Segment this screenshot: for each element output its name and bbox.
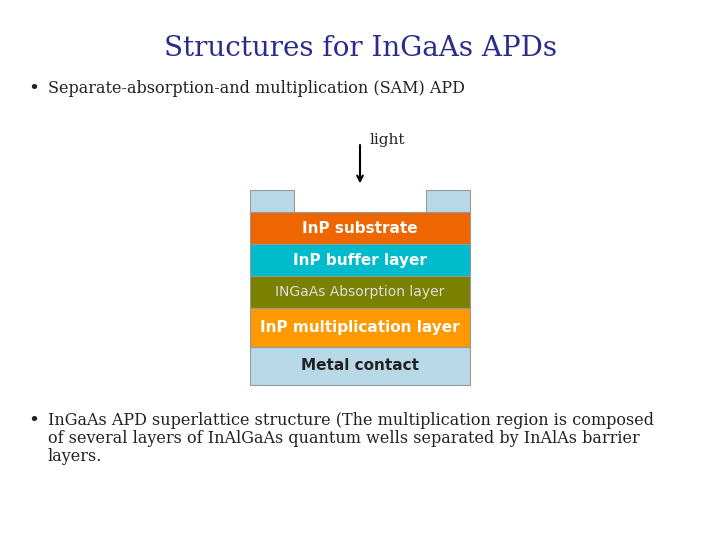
Text: light: light — [370, 133, 405, 147]
Text: Separate-absorption-and multiplication (SAM) APD: Separate-absorption-and multiplication (… — [48, 80, 465, 97]
Text: Metal contact: Metal contact — [301, 359, 419, 373]
Bar — [250, 212, 470, 244]
Text: INGaAs Absorption layer: INGaAs Absorption layer — [275, 285, 445, 299]
Bar — [250, 347, 470, 385]
Bar — [426, 190, 470, 212]
Text: •: • — [28, 80, 39, 98]
Bar — [250, 190, 294, 212]
Bar — [250, 276, 470, 308]
Bar — [250, 308, 470, 347]
Text: InP buffer layer: InP buffer layer — [293, 253, 427, 268]
Text: InP substrate: InP substrate — [302, 221, 418, 235]
Text: of several layers of InAlGaAs quantum wells separated by InAlAs barrier: of several layers of InAlGaAs quantum we… — [48, 430, 640, 447]
Text: •: • — [28, 412, 39, 430]
Text: Structures for InGaAs APDs: Structures for InGaAs APDs — [163, 35, 557, 62]
Text: layers.: layers. — [48, 448, 102, 465]
Bar — [250, 244, 470, 276]
Text: InGaAs APD superlattice structure (The multiplication region is composed: InGaAs APD superlattice structure (The m… — [48, 412, 654, 429]
Text: InP multiplication layer: InP multiplication layer — [260, 320, 460, 335]
